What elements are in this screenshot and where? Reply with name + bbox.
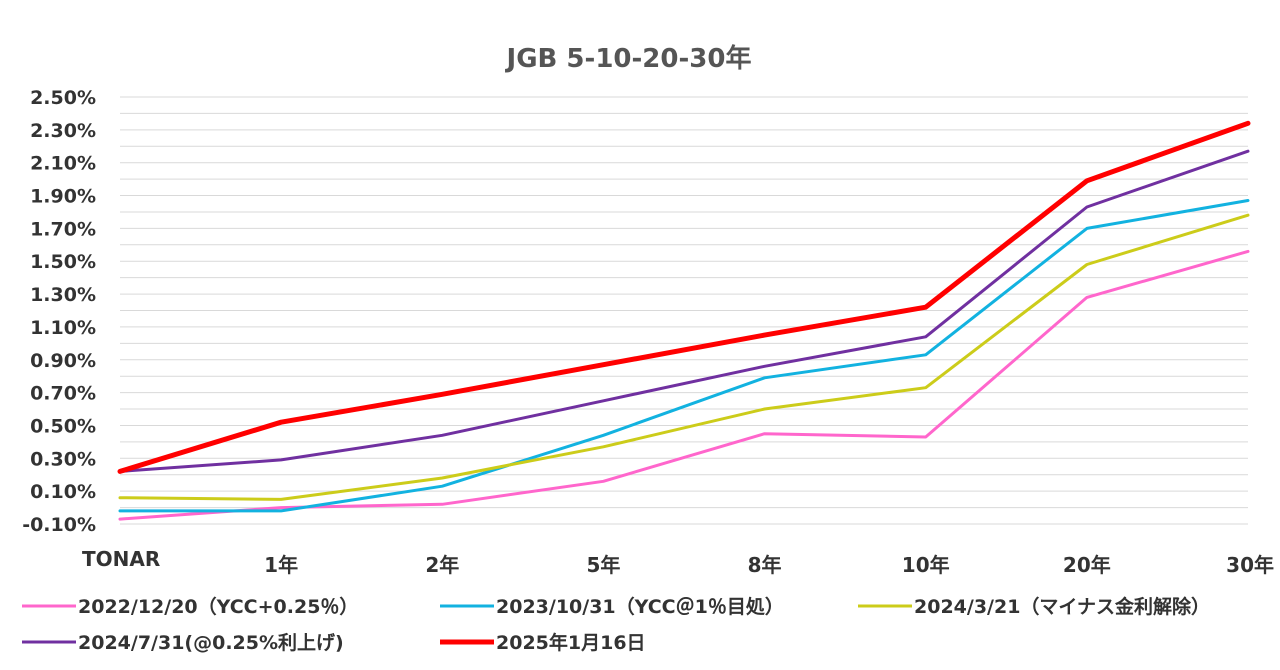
legend-item: 2022/12/20（YCC+0.25％） bbox=[22, 595, 358, 618]
x-tick-label: 8年 bbox=[748, 553, 782, 577]
legend-label: 2023/10/31（YCC＠1％目処） bbox=[496, 595, 784, 618]
y-axis-ticks: -0.10% 0.10% 0.30% 0.50% 0.70% 0.90% 1.10% 1.30… bbox=[22, 87, 96, 536]
y-tick-label: 0.30% bbox=[30, 448, 96, 470]
y-tick-label: 2.50% bbox=[30, 87, 96, 109]
y-tick-label: 2.30% bbox=[30, 120, 96, 142]
y-tick-label: 1.70% bbox=[30, 218, 96, 240]
y-tick-label: 0.70% bbox=[30, 383, 96, 405]
legend-item: 2024/3/21（マイナス金利解除） bbox=[858, 595, 1210, 618]
x-axis-ticks: TONAR 1年 2年 5年 8年 10年 20年 30年 bbox=[82, 547, 1274, 577]
series-line-2 bbox=[118, 199, 1250, 513]
y-tick-label: 1.10% bbox=[30, 317, 96, 339]
legend-item: 2023/10/31（YCC＠1％目処） bbox=[440, 595, 784, 618]
x-tick-label: 10年 bbox=[902, 553, 950, 577]
series-line-5 bbox=[117, 120, 1251, 474]
series-line-3 bbox=[118, 213, 1250, 501]
x-tick-label: 5年 bbox=[586, 553, 620, 577]
x-tick-label: 20年 bbox=[1063, 553, 1111, 577]
y-tick-label: 2.10% bbox=[30, 153, 96, 175]
x-tick-label: 30年 bbox=[1226, 553, 1274, 577]
legend-item: 2025年1月16日 bbox=[440, 631, 646, 654]
legend-label: 2022/12/20（YCC+0.25％） bbox=[78, 595, 358, 618]
y-tick-label: 1.90% bbox=[30, 186, 96, 208]
x-tick-label: 1年 bbox=[264, 553, 298, 577]
legend-item: 2024/7/31(@0.25%利上げ) bbox=[22, 632, 344, 654]
series-line-1 bbox=[118, 249, 1250, 521]
legend-label: 2024/7/31(@0.25%利上げ) bbox=[78, 632, 344, 654]
y-tick-label: 0.10% bbox=[30, 481, 96, 503]
y-tick-label: -0.10% bbox=[22, 514, 96, 536]
y-tick-label: 1.30% bbox=[30, 284, 96, 306]
series-lines bbox=[117, 120, 1251, 521]
legend-label: 2025年1月16日 bbox=[496, 631, 646, 654]
gridlines bbox=[120, 96, 1248, 525]
y-tick-label: 0.90% bbox=[30, 350, 96, 372]
legend-label: 2024/3/21（マイナス金利解除） bbox=[914, 595, 1210, 618]
x-tick-label: TONAR bbox=[82, 547, 160, 571]
series-line-4 bbox=[118, 149, 1250, 473]
chart-title: JGB 5-10-20-30年 bbox=[505, 43, 752, 74]
legend: 2022/12/20（YCC+0.25％） 2023/10/31（YCC＠1％目処… bbox=[22, 595, 1210, 654]
y-tick-label: 1.50% bbox=[30, 251, 96, 273]
x-tick-label: 2年 bbox=[425, 553, 459, 577]
y-tick-label: 0.50% bbox=[30, 415, 96, 437]
